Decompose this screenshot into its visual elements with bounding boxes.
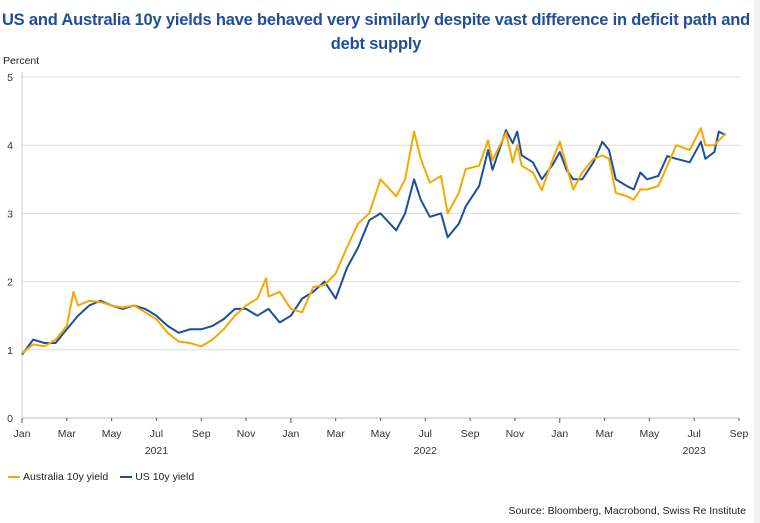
- legend: Australia 10y yield US 10y yield: [8, 471, 194, 483]
- series-line-us: [21, 129, 727, 356]
- y-tick-label: 3: [7, 208, 13, 220]
- legend-item-australia: Australia 10y yield: [8, 471, 108, 483]
- x-tick-label: May: [639, 428, 660, 440]
- x-tick-label: Nov: [506, 428, 525, 440]
- y-tick-label: 4: [7, 140, 13, 152]
- x-tick-label: Jan: [551, 428, 568, 440]
- x-tick-label: Jul: [150, 428, 163, 440]
- x-tick-label: Jan: [282, 428, 299, 440]
- x-tick-label: May: [371, 428, 392, 440]
- legend-label-us: US 10y yield: [135, 471, 195, 483]
- legend-swatch-australia: [8, 475, 20, 479]
- series-line-australia: [21, 127, 727, 354]
- x-tick-label: Jul: [419, 428, 432, 440]
- chart-title: US and Australia 10y yields have behaved…: [1, 11, 751, 53]
- y-axis-label: Percent: [3, 55, 40, 67]
- x-tick-label: May: [102, 428, 123, 440]
- y-tick-label: 1: [7, 345, 13, 357]
- chart-plot: 0 1 2 3 4 5 Jan Mar May Jul Sep Nov Jan Mar May Jul Sep N…: [7, 72, 749, 457]
- window-edge: [754, 0, 760, 523]
- y-tick-label: 5: [7, 72, 13, 84]
- source-note: Source: Bloomberg, Macrobond, Swiss Re I…: [508, 505, 746, 517]
- y-tick-label: 2: [7, 277, 13, 289]
- x-tick-label: Mar: [58, 428, 77, 440]
- x-tick-label: Sep: [192, 428, 211, 440]
- x-tick-label: Mar: [327, 428, 346, 440]
- x-year-label: 2021: [145, 445, 169, 457]
- x-tick-label: Sep: [461, 428, 480, 440]
- x-year-label: 2022: [414, 445, 438, 457]
- x-tick-label: Mar: [596, 428, 615, 440]
- x-tick-label: Nov: [237, 428, 256, 440]
- x-tick-label: Jul: [687, 428, 700, 440]
- legend-item-us: US 10y yield: [120, 471, 194, 483]
- legend-label-australia: Australia 10y yield: [23, 471, 109, 483]
- x-tick-label: Sep: [730, 428, 749, 440]
- y-tick-label: 0: [7, 413, 13, 425]
- x-year-label: 2023: [683, 445, 707, 457]
- legend-swatch-us: [120, 475, 133, 479]
- x-tick-label: Jan: [14, 428, 31, 440]
